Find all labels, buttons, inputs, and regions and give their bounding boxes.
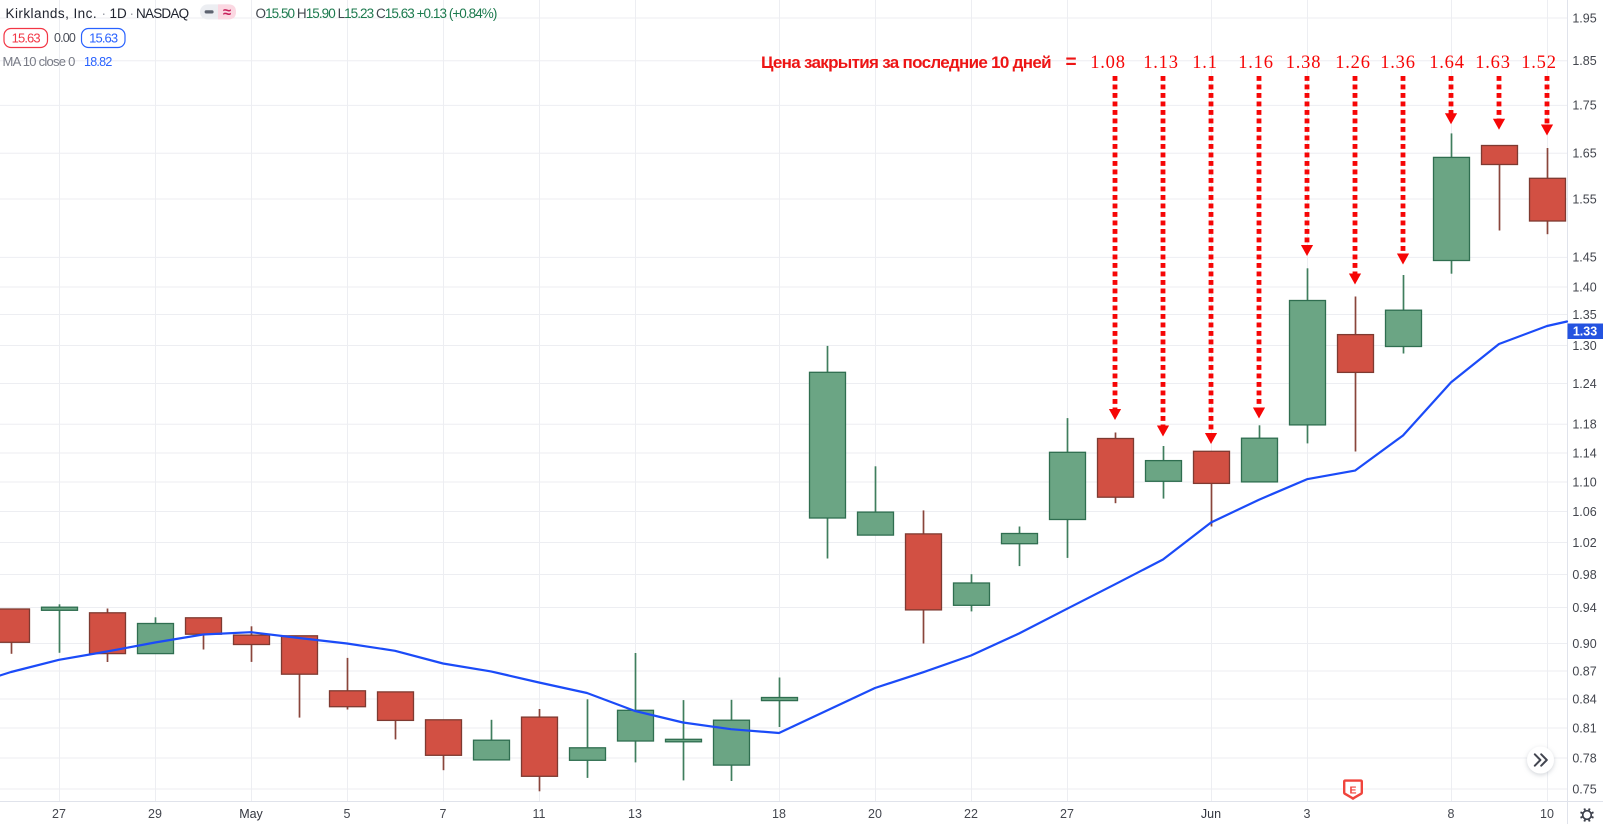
svg-text:1.33: 1.33 xyxy=(1573,325,1597,339)
svg-text:22: 22 xyxy=(964,807,978,821)
svg-text:1.06: 1.06 xyxy=(1572,505,1596,519)
svg-text:1.64: 1.64 xyxy=(1429,53,1465,73)
svg-text:18: 18 xyxy=(772,807,786,821)
svg-text:·: · xyxy=(102,6,107,21)
svg-text:Jun: Jun xyxy=(1201,807,1221,821)
svg-text:1.26: 1.26 xyxy=(1335,53,1371,73)
svg-text:1.75: 1.75 xyxy=(1572,99,1596,113)
svg-text:1.02: 1.02 xyxy=(1572,536,1596,550)
svg-text:15.63: 15.63 xyxy=(89,31,118,46)
svg-text:1.95: 1.95 xyxy=(1572,11,1596,25)
svg-text:18.82: 18.82 xyxy=(84,55,112,69)
svg-text:1.36: 1.36 xyxy=(1380,53,1416,73)
svg-text:3: 3 xyxy=(1304,807,1311,821)
svg-text:1.16: 1.16 xyxy=(1238,53,1274,73)
svg-text:11: 11 xyxy=(533,807,546,821)
svg-text:May: May xyxy=(239,807,263,821)
svg-text:0.87: 0.87 xyxy=(1572,664,1596,678)
svg-text:20: 20 xyxy=(868,807,882,821)
svg-text:8: 8 xyxy=(1448,807,1455,821)
svg-text:7: 7 xyxy=(440,807,447,821)
svg-text:E: E xyxy=(1349,785,1356,797)
svg-text:27: 27 xyxy=(52,807,66,821)
svg-text:1.40: 1.40 xyxy=(1572,280,1596,294)
svg-text:0.98: 0.98 xyxy=(1572,568,1596,582)
svg-text:·: · xyxy=(130,6,135,21)
svg-text:1.65: 1.65 xyxy=(1572,147,1596,161)
svg-text:1.38: 1.38 xyxy=(1286,53,1322,73)
svg-text:29: 29 xyxy=(148,807,162,821)
svg-text:1.13: 1.13 xyxy=(1143,53,1179,73)
svg-text:1.63: 1.63 xyxy=(1475,53,1511,73)
svg-text:0.78: 0.78 xyxy=(1572,751,1596,765)
svg-text:15.63: 15.63 xyxy=(12,31,41,46)
svg-text:0.94: 0.94 xyxy=(1572,601,1596,615)
svg-text:1D: 1D xyxy=(110,6,128,21)
svg-text:1.10: 1.10 xyxy=(1572,475,1596,489)
svg-text:=: = xyxy=(1065,52,1076,73)
svg-text:27: 27 xyxy=(1060,807,1074,821)
svg-text:1.1: 1.1 xyxy=(1192,53,1218,73)
svg-text:0.90: 0.90 xyxy=(1572,637,1596,651)
svg-text:13: 13 xyxy=(628,807,642,821)
svg-text:1.08: 1.08 xyxy=(1090,53,1126,73)
svg-text:0.00: 0.00 xyxy=(54,31,76,45)
svg-text:1.85: 1.85 xyxy=(1572,54,1596,68)
svg-text:NASDAQ: NASDAQ xyxy=(136,6,189,21)
svg-text:1.45: 1.45 xyxy=(1572,251,1596,265)
svg-text:O15.50 H15.90 L15.23 C15.63 +0: O15.50 H15.90 L15.23 C15.63 +0.13 (+0.84… xyxy=(256,6,497,21)
svg-text:1.55: 1.55 xyxy=(1572,192,1596,206)
svg-text:0.84: 0.84 xyxy=(1572,692,1596,706)
svg-text:1.18: 1.18 xyxy=(1572,418,1596,432)
svg-text:MA 10 close 0: MA 10 close 0 xyxy=(3,54,76,69)
svg-text:1.14: 1.14 xyxy=(1572,446,1596,460)
svg-text:1.52: 1.52 xyxy=(1521,53,1557,73)
svg-text:5: 5 xyxy=(344,807,351,821)
svg-text:Цена закрытия за последние 10: Цена закрытия за последние 10 дней xyxy=(761,53,1051,72)
svg-text:Kirklands, Inc.: Kirklands, Inc. xyxy=(6,6,98,21)
svg-text:1.30: 1.30 xyxy=(1572,339,1596,353)
svg-text:0.81: 0.81 xyxy=(1572,721,1596,735)
svg-text:≈: ≈ xyxy=(223,4,231,21)
svg-text:1.35: 1.35 xyxy=(1572,308,1596,322)
svg-text:1.24: 1.24 xyxy=(1572,377,1596,391)
svg-text:10: 10 xyxy=(1540,807,1554,821)
svg-text:0.75: 0.75 xyxy=(1572,782,1596,796)
